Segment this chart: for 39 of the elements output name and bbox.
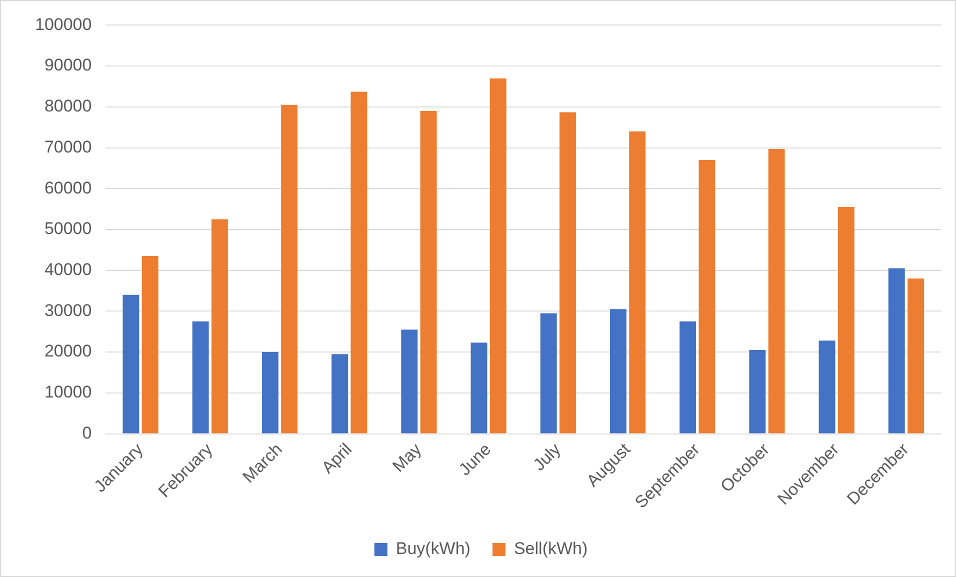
bar <box>490 78 506 434</box>
x-tick-label: July <box>529 439 565 475</box>
y-tick-label: 40000 <box>44 260 92 280</box>
bar <box>192 321 209 434</box>
bar <box>749 350 766 434</box>
bar <box>142 256 158 434</box>
bar <box>680 321 696 434</box>
bar <box>908 278 924 434</box>
bar <box>540 313 557 434</box>
legend-label: Buy(kWh) <box>396 539 470 558</box>
y-tick-label: 100000 <box>34 14 92 34</box>
bar <box>401 330 418 434</box>
bar <box>420 111 437 434</box>
bar <box>560 112 576 434</box>
y-tick-label: 90000 <box>44 56 92 75</box>
x-tick-label: May <box>388 439 426 476</box>
y-tick-label: 10000 <box>44 382 92 402</box>
bar <box>332 354 348 434</box>
bar <box>211 219 228 434</box>
y-tick-label: 60000 <box>44 178 92 198</box>
y-tick-label: 70000 <box>44 137 92 156</box>
bar <box>350 92 368 434</box>
bar <box>888 268 905 434</box>
y-tick-label: 0 <box>82 423 92 442</box>
y-tick-label: 20000 <box>44 342 92 361</box>
legend-label: Sell(kWh) <box>514 539 588 558</box>
bar <box>768 149 785 434</box>
bar <box>818 340 836 434</box>
bar <box>838 207 854 434</box>
bar <box>470 342 488 434</box>
bar <box>610 309 626 434</box>
y-tick-label: 30000 <box>44 300 92 320</box>
bar <box>629 131 646 434</box>
bar <box>698 160 716 434</box>
y-tick-label: 80000 <box>44 96 92 116</box>
y-tick-label: 50000 <box>44 219 92 238</box>
bar <box>122 294 140 434</box>
bar <box>281 104 298 434</box>
bar <box>262 352 278 434</box>
